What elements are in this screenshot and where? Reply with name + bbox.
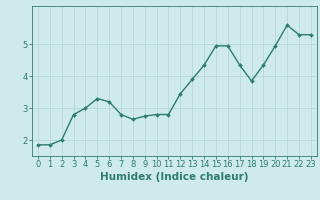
X-axis label: Humidex (Indice chaleur): Humidex (Indice chaleur)	[100, 172, 249, 182]
